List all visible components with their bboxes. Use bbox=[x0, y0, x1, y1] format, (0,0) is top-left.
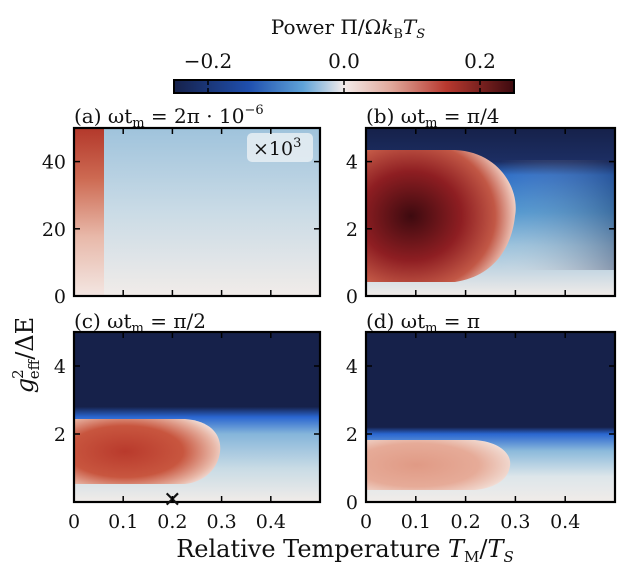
colorbar: Power Π/ΩkBTS −0.2 0.0 0.2 bbox=[173, 15, 515, 94]
panel-b-frame bbox=[364, 126, 617, 298]
x-tick-label: 0.4 bbox=[550, 511, 580, 533]
x-tick-label: 0.1 bbox=[108, 511, 138, 533]
panel-c-title: (c) ωtm = π/2 bbox=[74, 309, 206, 336]
x-tick-label: 0.3 bbox=[500, 511, 530, 533]
x-tick-label: 0.2 bbox=[157, 511, 187, 533]
x-tick-label: 0.3 bbox=[206, 511, 236, 533]
y-tick-label: 0 bbox=[54, 286, 66, 308]
panel-a-frame bbox=[72, 126, 322, 298]
y-tick-label: 0 bbox=[346, 492, 358, 514]
colorbar-tick-label: 0.0 bbox=[328, 49, 360, 73]
x-tick-label: 0.4 bbox=[256, 511, 286, 533]
y-tick-label: 40 bbox=[42, 152, 66, 174]
colorbar-label: Power Π/ΩkBTS bbox=[271, 15, 425, 42]
panel-c-positive-region bbox=[74, 419, 221, 484]
panel-d-positive-region bbox=[366, 440, 511, 490]
panel-a-positive-band bbox=[74, 128, 104, 296]
panel-d-frame bbox=[364, 330, 617, 504]
panel-b-shade bbox=[500, 160, 615, 270]
panel-d-heatmap bbox=[366, 332, 615, 502]
x-tick-label: 0.2 bbox=[450, 511, 480, 533]
y-axis-label: g2eff/ΔE bbox=[9, 317, 43, 393]
x-axis-label: Relative Temperature TM/TS bbox=[176, 535, 514, 566]
annotation-box bbox=[247, 133, 313, 162]
panel-a-title: (a) ωtm = 2π · 10−6 bbox=[74, 103, 264, 131]
panel-c-heatmap bbox=[74, 332, 320, 502]
x-tick-label: 0 bbox=[68, 511, 80, 533]
colorbar-tick-label: −0.2 bbox=[184, 49, 233, 73]
annotation-scale: ×103 bbox=[253, 136, 301, 160]
colorbar-tick-label: 0.2 bbox=[464, 49, 496, 73]
y-tick-label: 20 bbox=[42, 219, 66, 241]
x-tick-label: 0 bbox=[360, 511, 372, 533]
panel-a-annotation: ×103 bbox=[247, 133, 313, 162]
colorbar-ticks bbox=[207, 80, 481, 93]
panel-c-frame bbox=[72, 330, 322, 504]
y-tick-label: 2 bbox=[346, 424, 358, 446]
x-tick-label: 0.1 bbox=[401, 511, 431, 533]
y-tick-label: 4 bbox=[54, 356, 66, 378]
y-tick-label: 4 bbox=[346, 356, 358, 378]
y-tick-label: 4 bbox=[346, 152, 358, 174]
y-tick-label: 2 bbox=[346, 219, 358, 241]
panel-a-heatmap bbox=[74, 128, 320, 296]
colorbar-tick-labels: −0.2 0.0 0.2 bbox=[184, 49, 496, 73]
panel-b-positive-region bbox=[366, 150, 516, 282]
y-tick-label: 2 bbox=[54, 424, 66, 446]
y-tick-label: 0 bbox=[346, 286, 358, 308]
panel-b-heatmap bbox=[366, 128, 615, 296]
